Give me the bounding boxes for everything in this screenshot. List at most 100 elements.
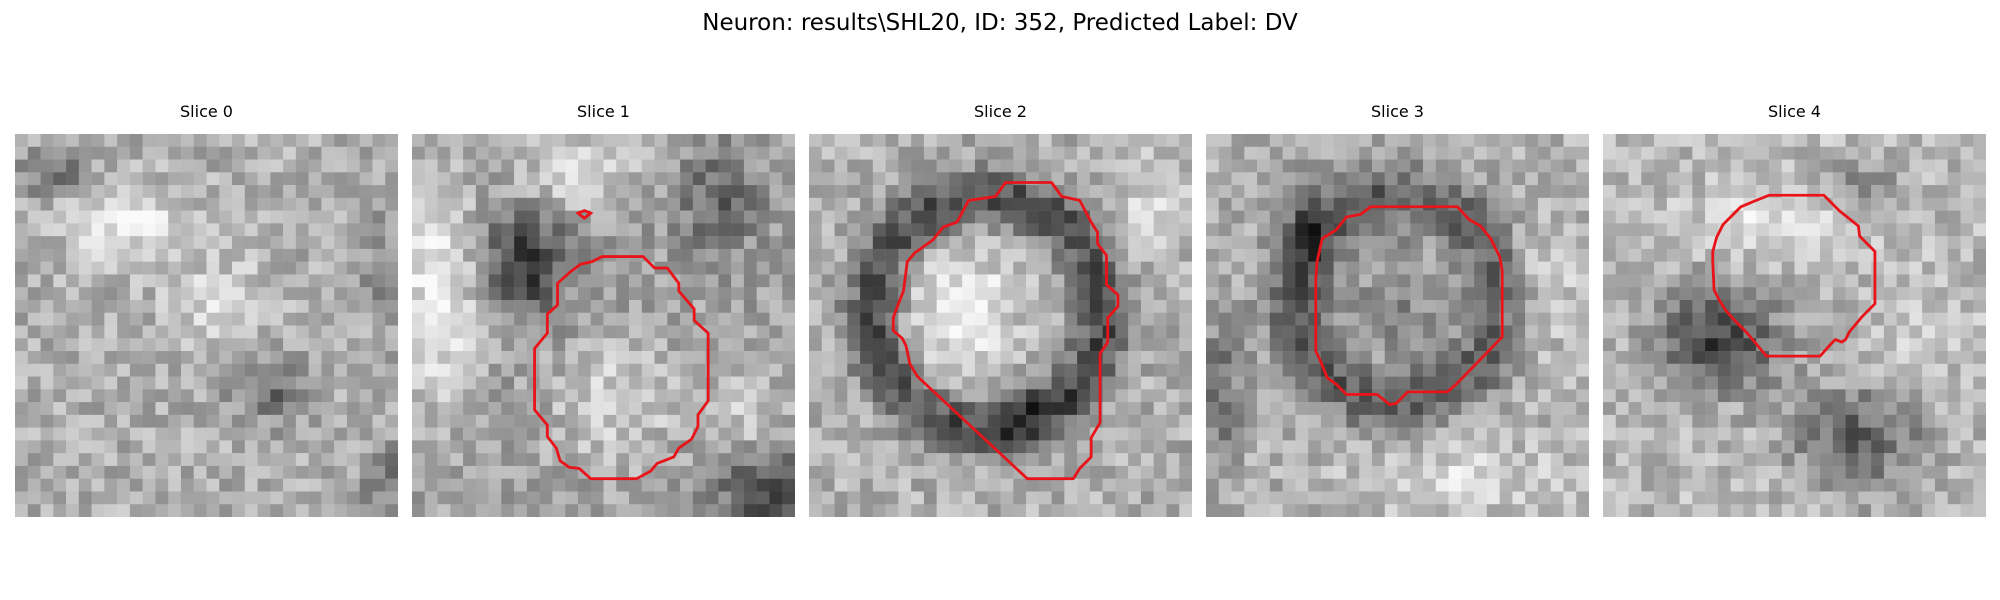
pixel — [1934, 274, 1948, 288]
pixel — [1051, 248, 1065, 262]
pixel — [1909, 159, 1923, 173]
pixel — [1654, 504, 1668, 517]
pixel — [1628, 465, 1642, 479]
pixel — [1423, 427, 1437, 441]
pixel — [514, 146, 528, 160]
pixel — [283, 185, 297, 199]
pixel — [629, 351, 643, 365]
pixel — [603, 210, 617, 224]
pixel — [680, 312, 694, 326]
pixel — [756, 504, 770, 517]
pixel — [1550, 440, 1564, 454]
pixel — [104, 210, 118, 224]
pixel — [526, 223, 540, 237]
pixel — [1423, 236, 1437, 250]
pixel — [974, 248, 988, 262]
pixel — [514, 453, 528, 467]
pixel — [821, 223, 835, 237]
pixel — [1102, 504, 1116, 517]
pixel — [1077, 504, 1091, 517]
pixel — [1947, 414, 1961, 428]
pixel — [1486, 427, 1500, 441]
pixel — [308, 172, 322, 186]
pixel — [756, 248, 770, 262]
pixel — [987, 389, 1001, 403]
pixel — [949, 402, 963, 416]
pixel — [590, 440, 604, 454]
pixel — [1038, 363, 1052, 377]
pixel — [295, 299, 309, 313]
pixel — [1038, 146, 1052, 160]
pixel — [809, 146, 823, 160]
pixel — [1000, 312, 1014, 326]
pixel — [155, 274, 169, 288]
pixel — [40, 248, 54, 262]
pixel — [692, 197, 706, 211]
pixel — [1537, 274, 1551, 288]
pixel — [1654, 223, 1668, 237]
pixel — [501, 325, 515, 339]
pixel — [1679, 440, 1693, 454]
pixel — [463, 325, 477, 339]
pixel — [987, 351, 1001, 365]
pixel — [641, 351, 655, 365]
pixel — [1333, 402, 1347, 416]
pixel — [756, 325, 770, 339]
pixel — [193, 376, 207, 390]
pixel — [1563, 248, 1577, 262]
pixel — [1206, 414, 1220, 428]
pixel — [911, 389, 925, 403]
pixel — [1308, 376, 1322, 390]
pixel — [15, 236, 29, 250]
pixel — [629, 261, 643, 275]
pixel — [1756, 146, 1770, 160]
pixel — [692, 453, 706, 467]
pixel — [1140, 351, 1154, 365]
pixel — [898, 146, 912, 160]
pixel — [1525, 236, 1539, 250]
pixel — [1666, 210, 1680, 224]
pixel — [1026, 185, 1040, 199]
pixel — [1026, 465, 1040, 479]
segmentation-contour — [533, 255, 710, 481]
pixel — [577, 197, 591, 211]
pixel — [15, 389, 29, 403]
pixel — [1346, 427, 1360, 441]
pixel — [475, 363, 489, 377]
pixel — [936, 325, 950, 339]
pixel — [385, 465, 398, 479]
pixel — [1563, 465, 1577, 479]
pixel — [1371, 134, 1385, 148]
pixel — [283, 299, 297, 313]
pixel — [412, 223, 426, 237]
pixel — [1794, 376, 1808, 390]
pixel — [1333, 248, 1347, 262]
pixel — [1320, 427, 1334, 441]
pixel — [1423, 146, 1437, 160]
pixel — [232, 134, 246, 148]
pixel — [898, 427, 912, 441]
pixel — [1960, 478, 1974, 492]
pixel — [1206, 453, 1220, 467]
pixel — [923, 172, 937, 186]
pixel — [1140, 402, 1154, 416]
pixel — [1922, 134, 1936, 148]
pixel — [180, 287, 194, 301]
pixel — [654, 210, 668, 224]
pixel — [244, 491, 258, 505]
pixel — [1423, 159, 1437, 173]
pixel — [334, 197, 348, 211]
pixel — [1038, 248, 1052, 262]
pixel — [437, 389, 451, 403]
pixel — [1000, 134, 1014, 148]
pixel — [1499, 478, 1513, 492]
pixel — [334, 440, 348, 454]
pixel — [1576, 146, 1589, 160]
pixel — [1179, 325, 1192, 339]
pixel — [1807, 427, 1821, 441]
pixel — [1781, 223, 1795, 237]
pixel — [372, 402, 386, 416]
pixel — [437, 414, 451, 428]
pixel — [692, 478, 706, 492]
pixel — [923, 299, 937, 313]
